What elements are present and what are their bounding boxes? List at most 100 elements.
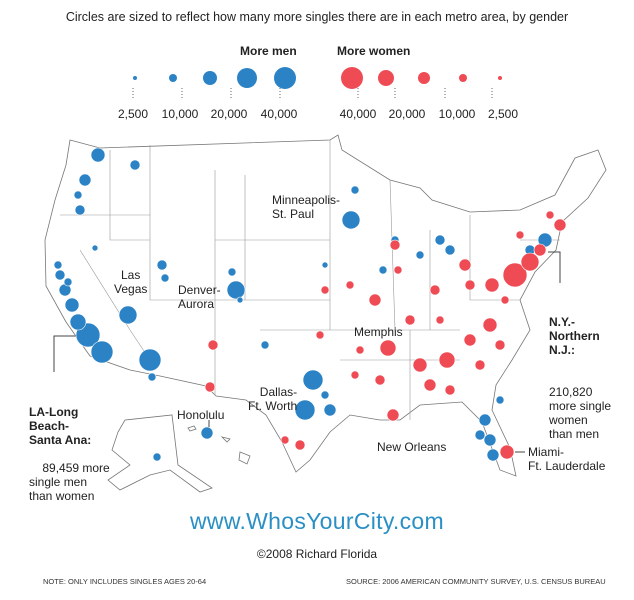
metro-circle-more-women <box>458 258 472 272</box>
metro-circle-more-women <box>474 359 486 371</box>
metro-circle-more-men <box>156 259 168 271</box>
metro-circle-more-men <box>444 244 456 256</box>
callout-la-value: 89,459 <box>42 461 80 475</box>
label-memphis: Memphis <box>354 325 403 339</box>
metro-circle-more-men <box>378 265 388 275</box>
metro-circle-more-women <box>345 280 355 290</box>
metro-circle-more-women <box>294 439 306 451</box>
metro-circle-more-men <box>294 399 316 421</box>
leader-line-ny <box>548 251 561 283</box>
metro-circle-more-men <box>350 185 360 195</box>
legend-women-title: More women <box>337 44 411 58</box>
metro-circle-more-men <box>260 340 270 350</box>
metro-circle-more-men <box>90 340 114 364</box>
metro-circle-more-men <box>147 372 157 382</box>
metro-circle-more-women <box>368 293 382 307</box>
metro-circle-more-men <box>415 250 425 260</box>
legend-tick: 2,500 <box>117 107 149 121</box>
state-border <box>79 249 151 361</box>
metro-circle-more-men <box>341 210 361 230</box>
callout-ny: N.Y.- Northern N.J.: 210,820 more single … <box>549 287 611 469</box>
metro-circle-more-women <box>482 317 498 333</box>
metro-circle-more-women <box>499 444 515 460</box>
legend-tick: 20,000 <box>210 107 248 121</box>
metro-circle-more-men <box>64 297 80 313</box>
metro-circle-more-women <box>320 285 330 295</box>
metro-circle-more-men <box>323 403 337 417</box>
metro-circle-more-women <box>379 339 397 357</box>
footnote: NOTE: ONLY INCLUDES SINGLES AGES 20-64 <box>43 577 207 586</box>
metro-circle-more-men <box>160 273 170 283</box>
metro-circle-more-men <box>78 173 92 187</box>
copyright: ©2008 Richard Florida <box>256 547 378 561</box>
metro-circle-more-women <box>280 435 290 445</box>
legend-dot-women <box>341 67 363 89</box>
callout-ny-name: N.Y.- Northern N.J.: <box>549 315 600 357</box>
metro-circle-more-women <box>315 330 325 340</box>
metro-circle-more-men <box>129 159 141 171</box>
callout-la-text: more single men than women <box>29 461 110 503</box>
legend-dot-women <box>459 74 467 82</box>
label-las-vegas: Las Vegas <box>114 268 148 296</box>
metro-circle-more-men <box>434 234 446 246</box>
callout-la-name: LA-Long Beach- Santa Ana: <box>29 405 92 447</box>
metro-circle-more-men <box>90 147 106 163</box>
metro-circle-more-women <box>350 370 360 380</box>
metro-circle-more-men <box>69 313 87 331</box>
metro-circle-more-men <box>74 204 86 216</box>
legend-tick: 10,000 <box>161 107 199 121</box>
metro-circle-more-men <box>118 305 138 325</box>
metro-circle-more-men <box>320 390 330 400</box>
metro-circle-more-women <box>545 210 555 220</box>
metro-circle-more-women <box>204 381 216 393</box>
legend-dot-men <box>237 68 257 88</box>
legend-tick: 20,000 <box>388 107 426 121</box>
legend-tick: 10,000 <box>438 107 476 121</box>
hawaii-outline <box>187 425 251 465</box>
metro-circle-more-women <box>494 339 506 351</box>
metro-circle-more-men <box>152 452 162 462</box>
label-denver: Denver- Aurora <box>178 283 221 311</box>
metro-circle-more-men <box>495 395 505 405</box>
metro-circle-more-women <box>412 357 428 373</box>
metro-circle-more-women <box>553 218 567 232</box>
callout-la: LA-Long Beach- Santa Ana: 89,459 more si… <box>29 377 110 517</box>
metro-circle-more-women <box>520 252 540 272</box>
metro-circle-more-women <box>389 239 401 251</box>
metro-circle-more-men <box>73 190 83 200</box>
metro-circle-more-women <box>484 277 500 293</box>
metro-circle-more-men <box>91 244 99 252</box>
state-border <box>149 145 245 301</box>
label-miami: Miami- Ft. Lauderdale <box>528 445 606 473</box>
callout-ny-value: 210,820 <box>549 385 593 399</box>
legend-dot-women <box>418 72 430 84</box>
metro-circle-more-women <box>444 384 456 396</box>
metro-circle-more-men <box>200 426 214 440</box>
metro-circle-more-women <box>515 230 525 240</box>
label-dallas: Dallas- Ft. Worth <box>248 385 298 413</box>
legend-dot-women <box>378 70 394 86</box>
metro-circle-more-men <box>474 429 486 441</box>
metro-circle-more-women <box>355 345 365 355</box>
metro-circle-more-women <box>533 243 547 257</box>
metro-circle-more-women <box>500 295 510 305</box>
metro-circle-more-women <box>438 351 456 369</box>
metro-circle-more-women <box>374 374 386 386</box>
callout-ny-text: more single women than men <box>549 399 612 441</box>
website-link[interactable]: www.WhosYourCity.com <box>190 508 444 534</box>
metro-circle-more-men <box>226 280 246 300</box>
legend-dot-men <box>169 74 177 82</box>
metro-circle-more-men <box>53 260 63 270</box>
legend-dot-men <box>203 71 217 85</box>
metro-circle-more-women <box>386 408 400 422</box>
metro-circle-more-women <box>423 378 437 392</box>
metro-circle-more-men <box>227 267 237 277</box>
legend-tick: 2,500 <box>487 107 519 121</box>
label-new-orleans: New Orleans <box>377 440 447 454</box>
us-outline <box>44 134 607 477</box>
metro-circle-more-women <box>502 262 528 288</box>
metro-circle-more-men <box>54 269 66 281</box>
legend-dot-men <box>133 76 137 80</box>
